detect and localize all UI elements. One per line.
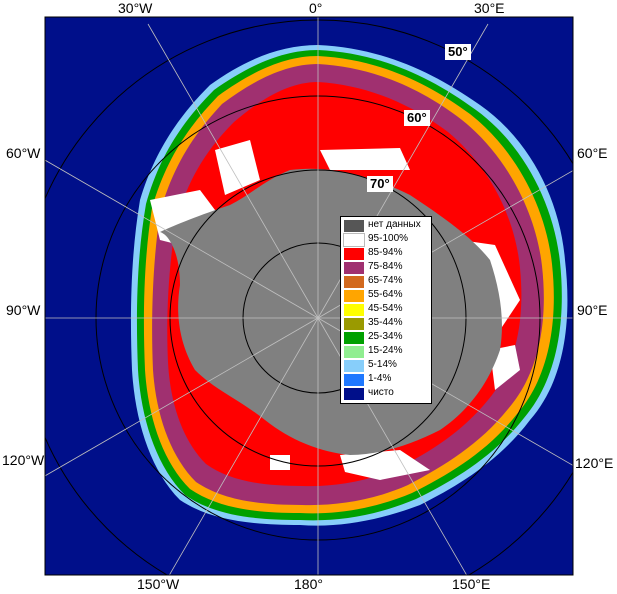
legend-item: 65-74% xyxy=(344,275,430,289)
meridian-150w xyxy=(168,317,319,575)
legend-swatch xyxy=(344,262,364,274)
legend-swatch xyxy=(344,220,364,232)
legend-item: 35-44% xyxy=(344,317,430,331)
legend-label: 15-24% xyxy=(368,345,403,356)
legend-label: чисто xyxy=(368,387,394,398)
legend-swatch xyxy=(344,318,364,330)
legend-label: 85-94% xyxy=(368,247,403,258)
lon-label-120e: 120°E xyxy=(575,455,614,471)
legend-item: 75-84% xyxy=(344,261,430,275)
legend-item: 5-14% xyxy=(344,359,430,373)
map-frame xyxy=(44,16,574,576)
lon-label-30w: 30°W xyxy=(118,0,153,16)
legend-label: 5-14% xyxy=(368,359,397,370)
ice-patch-white-7 xyxy=(270,455,290,470)
legend-swatch xyxy=(344,360,364,372)
lat-label-50: 50° xyxy=(445,44,471,60)
legend-label: 55-64% xyxy=(368,289,403,300)
legend-swatch xyxy=(344,332,364,344)
meridian-30w xyxy=(147,23,319,319)
lon-label-30e: 30°E xyxy=(474,0,505,16)
lon-label-0: 0° xyxy=(309,0,323,16)
lon-label-90w: 90°W xyxy=(6,302,41,318)
concentration-legend: нет данных 95-100% 85-94% 75-84% 65-74% 55-64… xyxy=(340,216,432,404)
meridian-120w xyxy=(45,317,319,477)
legend-swatch xyxy=(343,233,365,247)
legend-label: 1-4% xyxy=(368,373,392,384)
legend-label: 45-54% xyxy=(368,303,403,314)
legend-label: 25-34% xyxy=(368,331,403,342)
legend-label: 35-44% xyxy=(368,317,403,328)
lat-label-60: 60° xyxy=(404,110,430,126)
legend-item: чисто xyxy=(344,387,430,401)
lon-label-60e: 60°E xyxy=(577,145,608,161)
legend-item: 55-64% xyxy=(344,289,430,303)
legend-label: 95-100% xyxy=(368,233,409,244)
lon-label-60w: 60°W xyxy=(6,145,41,161)
lon-label-120w: 120°W xyxy=(2,452,45,468)
legend-label: 65-74% xyxy=(368,275,403,286)
lon-label-180: 180° xyxy=(294,576,323,592)
legend-label: нет данных xyxy=(368,219,421,230)
legend-swatch xyxy=(344,374,364,386)
lat-label-70: 70° xyxy=(367,176,393,192)
legend-swatch xyxy=(344,276,364,288)
legend-swatch xyxy=(344,248,364,260)
legend-item: 25-34% xyxy=(344,331,430,345)
legend-swatch xyxy=(344,290,364,302)
legend-item: 15-24% xyxy=(344,345,430,359)
lon-label-90e: 90°E xyxy=(577,302,608,318)
legend-swatch xyxy=(344,346,364,358)
ice-patch-white-2 xyxy=(215,140,260,195)
legend-label: 75-84% xyxy=(368,261,403,272)
legend-swatch xyxy=(344,388,364,400)
legend-item: нет данных xyxy=(344,219,430,233)
meridian-60w xyxy=(45,159,319,319)
legend-item: 45-54% xyxy=(344,303,430,317)
legend-item: 85-94% xyxy=(344,247,430,261)
lon-label-150w: 150°W xyxy=(137,576,180,592)
legend-item: 95-100% xyxy=(343,233,430,247)
legend-item: 1-4% xyxy=(344,373,430,387)
lon-label-150e: 150°E xyxy=(452,576,491,592)
legend-swatch xyxy=(344,304,364,316)
ice-patch-white-3 xyxy=(320,148,410,170)
